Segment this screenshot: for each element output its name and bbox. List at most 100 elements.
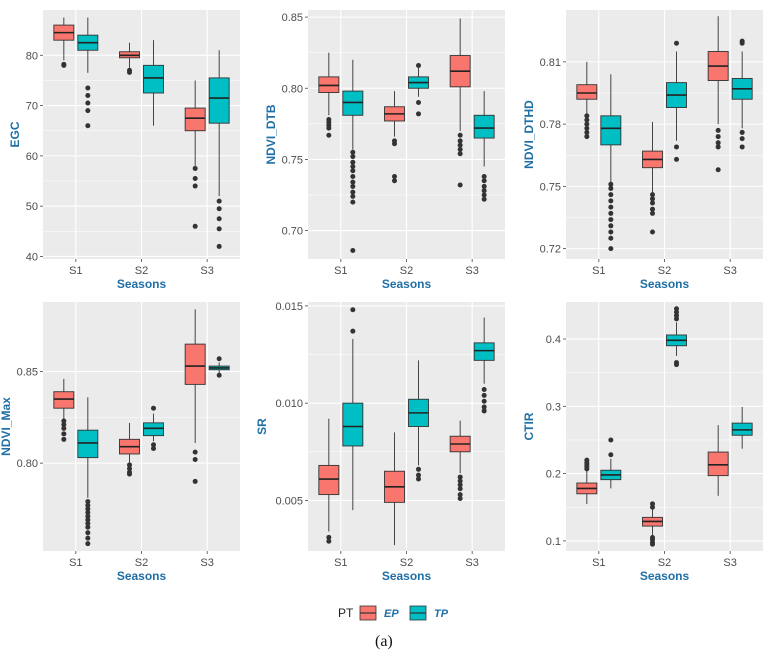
outlier-point xyxy=(61,436,67,442)
outlier-point xyxy=(85,530,91,536)
outlier-point xyxy=(350,179,356,185)
outlier-point xyxy=(481,387,487,393)
outlier-point xyxy=(674,40,679,46)
figure-caption: (a) xyxy=(375,633,393,650)
outlier-point xyxy=(85,123,91,129)
outlier-point xyxy=(715,127,721,133)
y-axis-title: EGC xyxy=(8,121,22,147)
outlier-point xyxy=(85,510,91,516)
x-tick-label: S2 xyxy=(658,557,671,569)
outlier-point xyxy=(350,189,356,195)
outlier-point xyxy=(350,159,356,165)
box-ep-s3 xyxy=(707,451,729,477)
box-tp-s1 xyxy=(600,115,622,146)
outlier-point xyxy=(350,307,356,313)
x-tick-label: S3 xyxy=(723,265,736,277)
outlier-point xyxy=(61,61,67,67)
y-axis-title: NDVI_DTB xyxy=(264,104,278,164)
outlier-point xyxy=(192,478,198,484)
y-tick-label: 0.1 xyxy=(546,536,561,548)
box-tp-s3 xyxy=(473,342,495,361)
outlier-point xyxy=(61,422,67,428)
y-tick-label: 0.78 xyxy=(540,119,561,131)
y-tick-label: 0.4 xyxy=(546,334,561,346)
outlier-point xyxy=(350,199,356,205)
outlier-point xyxy=(216,226,222,232)
outlier-point xyxy=(481,178,487,184)
outlier-point xyxy=(326,538,332,544)
panel-sr: 0.005 0.010 0.015 S1 S2 S3 Seasons SR xyxy=(255,301,505,583)
outlier-point xyxy=(192,449,198,455)
outlier-point xyxy=(674,306,679,312)
outlier-point xyxy=(350,149,356,155)
legend-label-tp: TP xyxy=(434,608,449,620)
x-tick-label: S2 xyxy=(135,265,148,277)
x-tick-label: S3 xyxy=(723,557,736,569)
x-axis-title: Seasons xyxy=(640,277,690,291)
y-tick-label: 0.81 xyxy=(540,57,561,69)
box-tp-s2 xyxy=(143,64,164,94)
outlier-point xyxy=(151,445,156,451)
y-tick-label: 60 xyxy=(26,151,38,163)
outlier-point xyxy=(216,372,222,378)
outlier-point xyxy=(584,113,590,119)
x-tick-label: S1 xyxy=(592,557,605,569)
y-tick-label: 0.80 xyxy=(17,458,38,470)
outlier-point xyxy=(481,173,487,179)
outlier-point xyxy=(416,472,421,478)
outlier-point xyxy=(85,93,91,99)
outlier-point xyxy=(416,99,421,105)
outlier-point xyxy=(416,476,421,482)
outlier-point xyxy=(608,192,614,198)
y-tick-label: 0.85 xyxy=(282,12,303,24)
x-tick-label: S1 xyxy=(592,265,605,277)
outlier-point xyxy=(350,193,356,199)
box-ep-s3 xyxy=(184,107,206,132)
outlier-point xyxy=(151,442,156,448)
outlier-point xyxy=(457,495,463,501)
box-tp-s3 xyxy=(473,114,495,139)
outlier-point xyxy=(457,486,463,492)
outlier-point xyxy=(481,196,487,202)
outlier-point xyxy=(608,452,614,458)
outlier-point xyxy=(457,482,463,488)
box-ep-s3 xyxy=(184,343,206,385)
outlier-point xyxy=(216,198,222,204)
x-tick-label: S2 xyxy=(135,557,148,569)
outlier-point xyxy=(481,188,487,194)
outlier-point xyxy=(481,183,487,189)
x-axis-title: Seasons xyxy=(382,569,432,583)
outlier-point xyxy=(85,521,91,527)
outlier-point xyxy=(85,502,91,508)
outlier-point xyxy=(192,456,198,462)
y-tick-label: 80 xyxy=(26,50,38,62)
x-axis-title: Seasons xyxy=(640,569,690,583)
outlier-point xyxy=(350,247,356,253)
outlier-point xyxy=(650,541,655,547)
panel-ndvi-max: 0.80 0.85 S1 S2 S3 Seasons NDVI_Max xyxy=(0,302,240,583)
x-tick-label: S3 xyxy=(465,265,478,277)
outlier-point xyxy=(457,132,463,138)
outlier-point xyxy=(457,142,463,148)
box-ep-s1 xyxy=(53,391,75,409)
panel-ndvi-dtb: 0.70 0.75 0.80 0.85 S1 S2 S3 Seasons NDVI_DTB xyxy=(264,10,505,291)
outlier-point xyxy=(61,431,67,437)
legend-title: PT xyxy=(338,606,354,620)
outlier-point xyxy=(350,183,356,189)
box-tp-s1 xyxy=(77,429,99,459)
y-tick-label: 0.2 xyxy=(546,469,561,481)
outlier-point xyxy=(216,216,222,222)
y-tick-label: 70 xyxy=(26,101,38,113)
outlier-point xyxy=(85,499,91,505)
outlier-point xyxy=(85,108,91,114)
x-axis-title: Seasons xyxy=(117,569,167,583)
outlier-point xyxy=(61,418,67,424)
outlier-point xyxy=(350,168,356,174)
y-tick-label: 0.015 xyxy=(275,301,303,313)
outlier-point xyxy=(650,229,655,235)
outlier-point xyxy=(127,466,132,472)
x-tick-label: S2 xyxy=(658,265,671,277)
outlier-point xyxy=(457,151,463,157)
y-tick-label: 0.75 xyxy=(540,181,561,193)
y-axis-title: CTIR xyxy=(522,412,536,440)
